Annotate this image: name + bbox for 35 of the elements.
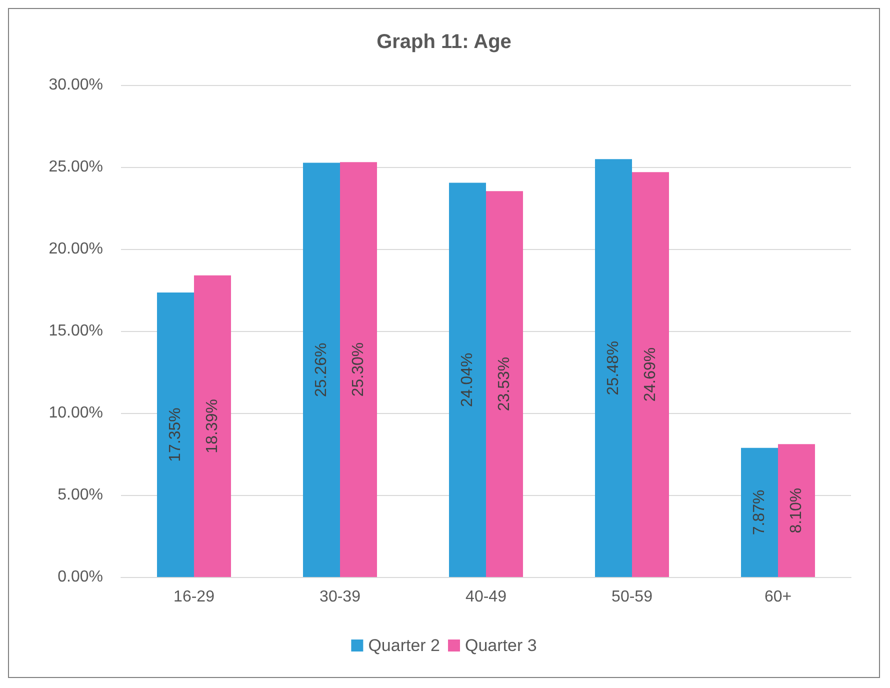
bar bbox=[595, 159, 632, 577]
data-label: 17.35% bbox=[167, 408, 184, 462]
data-label: 23.53% bbox=[496, 356, 513, 412]
bar bbox=[449, 182, 486, 577]
y-tick-label: 30.00% bbox=[48, 76, 103, 94]
data-label: 18.39% bbox=[204, 399, 221, 454]
x-tick-label: 40-49 bbox=[466, 588, 507, 606]
bar bbox=[778, 444, 815, 577]
data-label: 24.04% bbox=[459, 352, 476, 408]
x-tick-label: 60+ bbox=[764, 588, 792, 606]
x-tick-label: 16-29 bbox=[174, 588, 215, 606]
data-label: 7.87% bbox=[751, 490, 768, 536]
legend-label: Quarter 2 bbox=[368, 636, 440, 655]
bar bbox=[632, 172, 669, 577]
bar bbox=[486, 191, 523, 577]
data-label: 25.26% bbox=[313, 342, 330, 397]
y-tick-label: 5.00% bbox=[58, 486, 103, 504]
bar bbox=[157, 292, 194, 577]
data-label: 8.10% bbox=[788, 488, 805, 534]
y-tick-label: 25.00% bbox=[48, 158, 103, 176]
bar bbox=[303, 162, 340, 577]
y-tick-label: 10.00% bbox=[48, 404, 103, 422]
chart-title: Graph 11: Age bbox=[376, 31, 512, 53]
x-tick-label: 50-59 bbox=[612, 588, 653, 606]
data-label: 25.48% bbox=[605, 340, 622, 396]
y-tick-label: 20.00% bbox=[48, 240, 103, 258]
x-tick-label: 30-39 bbox=[320, 588, 361, 606]
data-label: 24.69% bbox=[642, 347, 659, 402]
y-tick-label: 15.00% bbox=[48, 322, 103, 340]
bar bbox=[741, 448, 778, 577]
bar bbox=[340, 162, 377, 577]
y-tick-label: 0.00% bbox=[58, 568, 103, 586]
legend-label: Quarter 3 bbox=[465, 636, 537, 655]
data-label: 25.30% bbox=[350, 342, 367, 397]
bar bbox=[194, 275, 231, 577]
